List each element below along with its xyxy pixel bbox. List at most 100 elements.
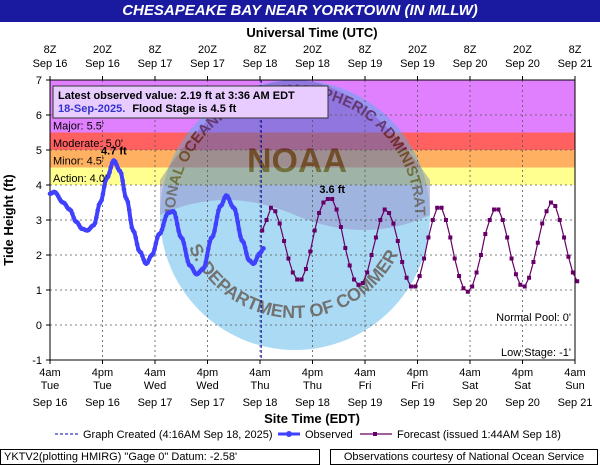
forecast-point (465, 289, 470, 294)
stage-label-action: Action: 4.0' (53, 173, 107, 185)
observed-point (70, 211, 75, 217)
y-tick-label: 4 (36, 180, 42, 192)
forecast-point (282, 239, 287, 243)
forecast-point (500, 218, 505, 222)
forecast-point (557, 218, 562, 222)
forecast-point (303, 267, 308, 271)
observed-point (159, 227, 165, 232)
series (47, 80, 580, 360)
observed-point (121, 187, 127, 192)
observed-point (173, 215, 179, 221)
x-top-label-date: Sep 17 (138, 58, 173, 70)
observed-point (234, 212, 239, 217)
observed-point (132, 230, 137, 235)
observed-point (108, 165, 114, 170)
x-tick-label-day: Sun (565, 380, 585, 392)
observed-point (207, 239, 212, 245)
legend-created: Graph Created (4:16AM Sep 18, 2025) (83, 429, 273, 441)
observed-point (92, 220, 98, 226)
x-top-label-date: Sep 19 (348, 58, 383, 70)
observed-point (162, 217, 167, 223)
observed-point (242, 245, 248, 250)
forecast-point (443, 218, 448, 222)
forecast-point (321, 200, 326, 205)
info-box-frame (52, 85, 329, 119)
x-tick-label-date: Sep 18 (295, 397, 330, 409)
observed-point (235, 219, 240, 225)
forecast-point (509, 256, 514, 261)
observed-point (182, 247, 188, 252)
x-top-label-time: 8Z (44, 44, 57, 56)
observed-point (212, 228, 217, 234)
x-tick-label-day: Thu (251, 380, 270, 392)
x-tick-label-time: 4pm (92, 367, 113, 379)
forecast-point (470, 284, 475, 289)
forecast-point (422, 256, 427, 261)
observed-point (202, 264, 207, 270)
x-tick-label-date: Sep 20 (505, 397, 540, 409)
x-tick-label-time: 4pm (407, 367, 428, 379)
legend-forecast: Forecast (issued 1:44AM Sep 18) (397, 429, 561, 441)
observed-point (133, 235, 139, 241)
observed-point (119, 171, 124, 176)
forecast-point (404, 275, 409, 280)
forecast-point (487, 218, 492, 222)
observed-point (175, 222, 180, 227)
normal-pool-label: Normal Pool: 0' (496, 312, 571, 324)
x-top-label-date: Sep 16 (33, 58, 68, 70)
forecast-point (338, 225, 343, 229)
observed-point (172, 210, 177, 216)
x-top-label-time: 8Z (359, 44, 372, 56)
observed-point (152, 246, 157, 252)
observed-point (206, 246, 211, 251)
observed-point (128, 217, 133, 222)
x-tick-label-date: Sep 18 (243, 397, 278, 409)
x-tick-label-date: Sep 20 (453, 397, 488, 409)
forecast-point (540, 221, 545, 226)
forecast-point (387, 211, 392, 215)
stage-label-minor: Minor: 4.5' (53, 156, 104, 168)
forecast-point (478, 253, 483, 257)
x-top-label-time: 8Z (149, 44, 162, 56)
forecast-point (299, 277, 304, 282)
forecast-point (435, 205, 440, 210)
legend: Graph Created (4:16AM Sep 18, 2025) Obse… (55, 429, 561, 441)
forecast-point (457, 274, 462, 278)
info-line1: Latest observed value: 2.19 ft at 3:36 A… (58, 90, 295, 102)
x-top-label-time: 20Z (93, 44, 112, 56)
forecast-point (334, 207, 339, 212)
peak-annotation: 3.6 ft (319, 184, 345, 196)
forecast-point (360, 281, 365, 285)
observed-point (140, 253, 145, 259)
x-tick-label-date: Sep 19 (400, 397, 435, 409)
forecast-point (531, 260, 536, 264)
forecast-point (483, 232, 488, 236)
forecast-point (535, 240, 540, 245)
latest-value-box: Latest observed value: 2.19 ft at 3:36 A… (52, 85, 329, 119)
forecast-point (461, 286, 466, 291)
x-tick-label-time: 4am (564, 367, 585, 379)
legend-forecast-marker (373, 432, 377, 436)
x-top-label-date: Sep 19 (400, 58, 435, 70)
forecast-point (400, 260, 405, 264)
forecast-point (308, 249, 313, 254)
forecast-point (448, 235, 453, 240)
x-tick-label-time: 4am (249, 367, 270, 379)
info-flood-stage: Flood Stage is 4.5 ft (132, 103, 236, 115)
y-tick-label: 6 (36, 110, 42, 122)
observed-point (184, 253, 189, 259)
forecast-point (518, 282, 523, 287)
forecast-point (347, 263, 352, 268)
observed-point (232, 207, 238, 212)
observed-point (120, 178, 125, 183)
forecast-point (474, 270, 479, 275)
observed-point (220, 199, 226, 204)
x-top-label-date: Sep 16 (85, 58, 120, 70)
footer-datum: YKTV2(plotting HMIRG) "Gage 0" Datum: -2… (4, 451, 238, 463)
forecast-point (378, 218, 383, 222)
forecast-point (295, 277, 300, 282)
observed-point (153, 241, 159, 246)
forecast-point (522, 284, 527, 289)
observed-point (180, 236, 185, 242)
